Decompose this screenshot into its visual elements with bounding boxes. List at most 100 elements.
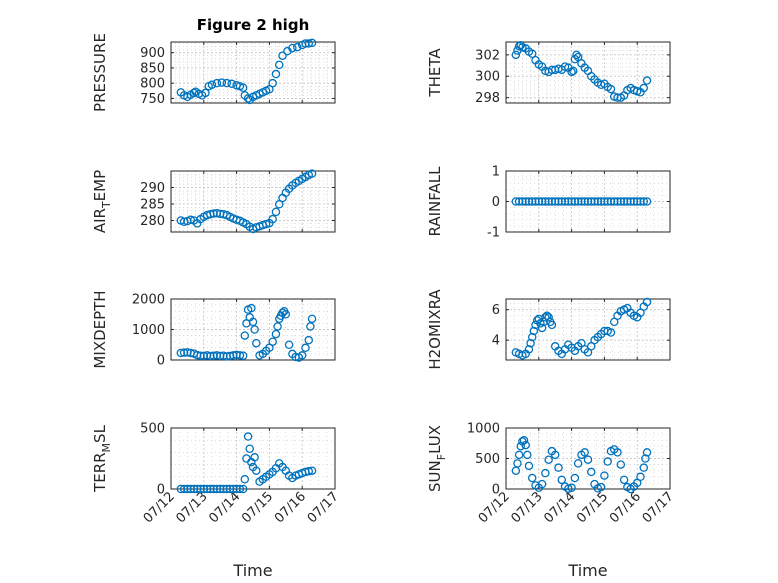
data-point xyxy=(519,435,529,445)
data-point xyxy=(568,66,578,76)
data-point xyxy=(513,459,522,468)
y-tick-label: 0 xyxy=(157,354,165,369)
x-tick-label: 07/17 xyxy=(305,489,342,526)
y-tick-label: 290 xyxy=(140,181,165,196)
data-point xyxy=(639,197,649,206)
data-point xyxy=(268,337,277,346)
data-point xyxy=(186,215,195,225)
data-point xyxy=(240,474,250,484)
data-point xyxy=(189,88,199,98)
data-point xyxy=(642,197,652,206)
data-point xyxy=(541,468,550,478)
data-point xyxy=(573,52,583,62)
y-tick-label: 850 xyxy=(140,61,165,76)
data-point xyxy=(642,297,652,307)
x-tick-label: 07/16 xyxy=(272,489,309,526)
xlabel: Time xyxy=(567,561,607,580)
y-tick-label: 0 xyxy=(492,483,500,498)
figure-title: Figure 2 high xyxy=(197,16,310,34)
data-point xyxy=(537,479,547,489)
data-point xyxy=(278,193,287,203)
data-point xyxy=(606,84,616,94)
data-point xyxy=(243,94,253,103)
data-point xyxy=(281,309,291,319)
axes-box xyxy=(170,427,336,490)
data-point xyxy=(306,322,315,331)
data-point xyxy=(238,484,248,494)
data-point xyxy=(222,78,232,88)
data-point xyxy=(248,317,258,327)
data-point xyxy=(301,343,310,353)
terr-msl-panel: 050007/1207/1307/1407/1507/1607/17TimeTE… xyxy=(91,422,342,581)
y-tick-label: 280 xyxy=(140,214,165,229)
data-point xyxy=(642,448,652,457)
data-point xyxy=(304,467,314,476)
data-point xyxy=(278,51,287,60)
mixdepth-panel: 0 1000 2000 MIXDEPTH xyxy=(91,290,336,369)
data-point xyxy=(537,323,547,333)
y-tick-label: 300 xyxy=(475,70,500,85)
data-point xyxy=(544,313,553,322)
data-point xyxy=(583,455,593,464)
data-point xyxy=(613,448,622,457)
data-point xyxy=(567,483,576,493)
ylabel-0: PRESSURE xyxy=(91,33,109,112)
data-point xyxy=(297,351,307,360)
data-point xyxy=(250,325,259,334)
data-point xyxy=(304,335,314,345)
data-point xyxy=(526,338,535,348)
data-point xyxy=(511,50,521,60)
y-tick-label: 298 xyxy=(475,91,500,106)
data-point xyxy=(573,459,583,468)
data-point xyxy=(524,461,534,471)
y-tick-label: 800 xyxy=(140,77,165,92)
ylabel-1: THETA xyxy=(426,48,444,98)
data-point xyxy=(238,351,248,360)
data-point xyxy=(245,444,254,453)
y-tick-label: 0 xyxy=(492,195,500,210)
data-point xyxy=(524,345,534,354)
ylabel-3: RAINFALL xyxy=(426,166,444,237)
ylabel-7: SUNFLUX xyxy=(426,425,448,492)
y-tick-label: 1000 xyxy=(467,422,500,437)
data-point xyxy=(541,313,550,322)
data-point xyxy=(307,466,317,475)
axes-box xyxy=(170,41,336,104)
data-point xyxy=(514,450,524,460)
xlabel: Time xyxy=(232,561,272,580)
data-point xyxy=(268,78,277,88)
y-tick-label: 500 xyxy=(475,452,500,467)
data-point xyxy=(207,80,217,89)
data-point xyxy=(529,326,539,336)
data-point xyxy=(547,320,557,330)
data-point xyxy=(235,484,245,494)
data-point xyxy=(201,88,210,98)
data-point xyxy=(572,50,581,60)
y-tick-label: 1 xyxy=(492,165,500,180)
x-tick-label: 07/13 xyxy=(174,489,211,526)
data-point xyxy=(307,169,317,178)
ylabel-5: H2OMIXRA xyxy=(426,289,444,370)
data-point xyxy=(557,475,567,485)
data-point xyxy=(521,440,530,450)
data-point xyxy=(235,351,245,360)
data-point xyxy=(252,338,261,348)
data-point xyxy=(304,39,314,48)
data-point xyxy=(527,49,537,59)
data-point xyxy=(307,314,317,324)
y-tick-label: -1 xyxy=(487,226,500,241)
data-point xyxy=(642,76,652,85)
data-point xyxy=(247,303,256,313)
data-point xyxy=(587,467,596,477)
axes-box xyxy=(505,298,671,361)
data-point xyxy=(570,473,580,483)
data-point xyxy=(268,214,277,224)
x-tick-label: 07/16 xyxy=(607,489,644,526)
data-point xyxy=(606,328,616,337)
ylabel-4: MIXDEPTH xyxy=(91,290,109,368)
x-tick-label: 07/17 xyxy=(640,489,677,526)
